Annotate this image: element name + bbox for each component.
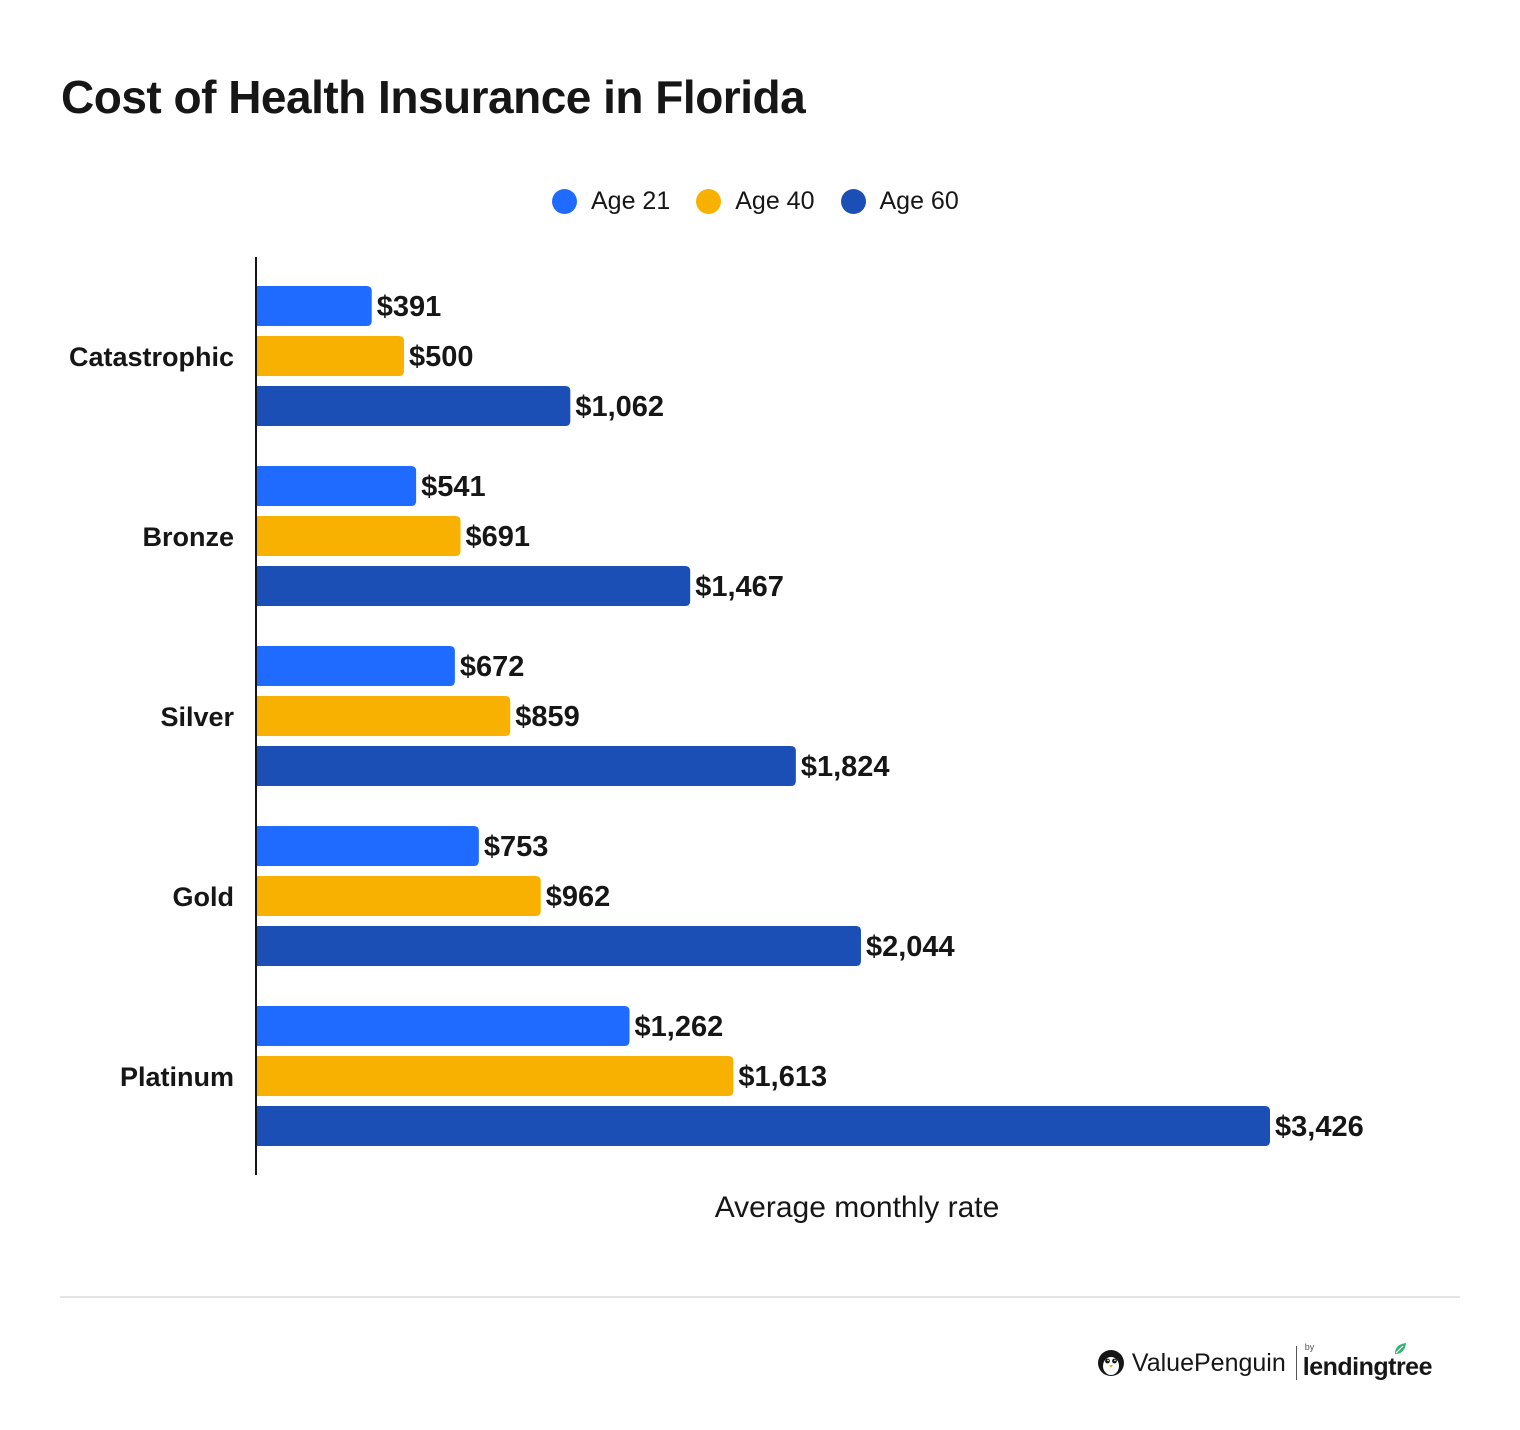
data-label-bronze-age-60: $1,467 <box>695 571 784 603</box>
category-label-platinum: Platinum <box>120 1062 234 1092</box>
data-label-catastrophic-age-21: $391 <box>377 291 442 323</box>
data-label-catastrophic-age-40: $500 <box>409 341 474 373</box>
bar-catastrophic-age-60 <box>256 386 571 426</box>
chart-title: Cost of Health Insurance in Florida <box>61 71 806 123</box>
bar-catastrophic-age-40 <box>256 336 404 376</box>
leaf-icon <box>1394 1343 1406 1354</box>
legend-swatch-age-60 <box>840 188 866 214</box>
bar-gold-age-40 <box>256 876 541 916</box>
data-label-silver-age-21: $672 <box>460 651 525 683</box>
bar-silver-age-40 <box>256 696 511 736</box>
lendingtree-logo: by lendingtree <box>1302 1342 1433 1384</box>
data-label-gold-age-40: $962 <box>546 881 611 913</box>
valuepenguin-wordmark: ValuePenguin <box>1131 1348 1286 1377</box>
bar-bronze-age-40 <box>256 516 461 556</box>
lendingtree-wordmark: lendingtree <box>1302 1353 1433 1381</box>
bar-bronze-age-21 <box>256 466 417 506</box>
bar-catastrophic-age-21 <box>256 286 372 326</box>
x-axis-label: Average monthly rate <box>715 1191 1000 1224</box>
bar-silver-age-21 <box>256 646 455 686</box>
data-label-platinum-age-40: $1,613 <box>738 1061 827 1093</box>
bar-bronze-age-60 <box>256 566 691 606</box>
legend-item-age-21: Age 21 <box>552 187 670 216</box>
data-label-bronze-age-40: $691 <box>466 521 531 553</box>
bar-gold-age-21 <box>256 826 479 866</box>
data-label-gold-age-21: $753 <box>484 831 549 863</box>
data-label-silver-age-40: $859 <box>515 701 580 733</box>
valuepenguin-logo: ValuePenguin <box>1096 1348 1286 1378</box>
lendingtree-by-label: by <box>1304 1342 1315 1352</box>
legend-item-age-60: Age 60 <box>840 186 959 216</box>
category-label-silver: Silver <box>160 702 234 732</box>
legend-label-age-60: Age 60 <box>879 186 959 215</box>
bar-platinum-age-40 <box>256 1056 734 1096</box>
bar-silver-age-60 <box>256 746 796 786</box>
data-label-catastrophic-age-60: $1,062 <box>575 391 664 423</box>
legend-swatch-age-40 <box>696 188 722 214</box>
legend-item-age-40: Age 40 <box>696 186 815 216</box>
brand-logos: ValuePenguin by lendingtree <box>1096 1342 1433 1384</box>
footer-divider <box>60 1296 1460 1298</box>
data-label-platinum-age-21: $1,262 <box>635 1011 724 1043</box>
data-label-bronze-age-21: $541 <box>421 471 486 503</box>
category-label-catastrophic: Catastrophic <box>69 342 234 372</box>
penguin-icon <box>1097 1350 1124 1376</box>
legend-label-age-21: Age 21 <box>591 186 671 215</box>
category-label-gold: Gold <box>173 882 235 912</box>
data-label-platinum-age-60: $3,426 <box>1275 1111 1364 1143</box>
legend: Age 21 Age 40 Age 60 <box>552 186 985 216</box>
data-label-gold-age-60: $2,044 <box>866 931 955 963</box>
category-label-bronze: Bronze <box>142 522 234 552</box>
data-label-silver-age-60: $1,824 <box>801 751 890 783</box>
legend-swatch-age-21 <box>552 188 577 214</box>
bar-platinum-age-60 <box>256 1106 1270 1146</box>
bar-platinum-age-21 <box>256 1006 630 1046</box>
bar-gold-age-60 <box>256 926 861 966</box>
brand-divider <box>1295 1346 1297 1380</box>
legend-label-age-40: Age 40 <box>735 186 815 215</box>
bar-chart: $391 $500 $1,062 Catastrophic $541 $691 $1,467… <box>69 257 1364 1224</box>
